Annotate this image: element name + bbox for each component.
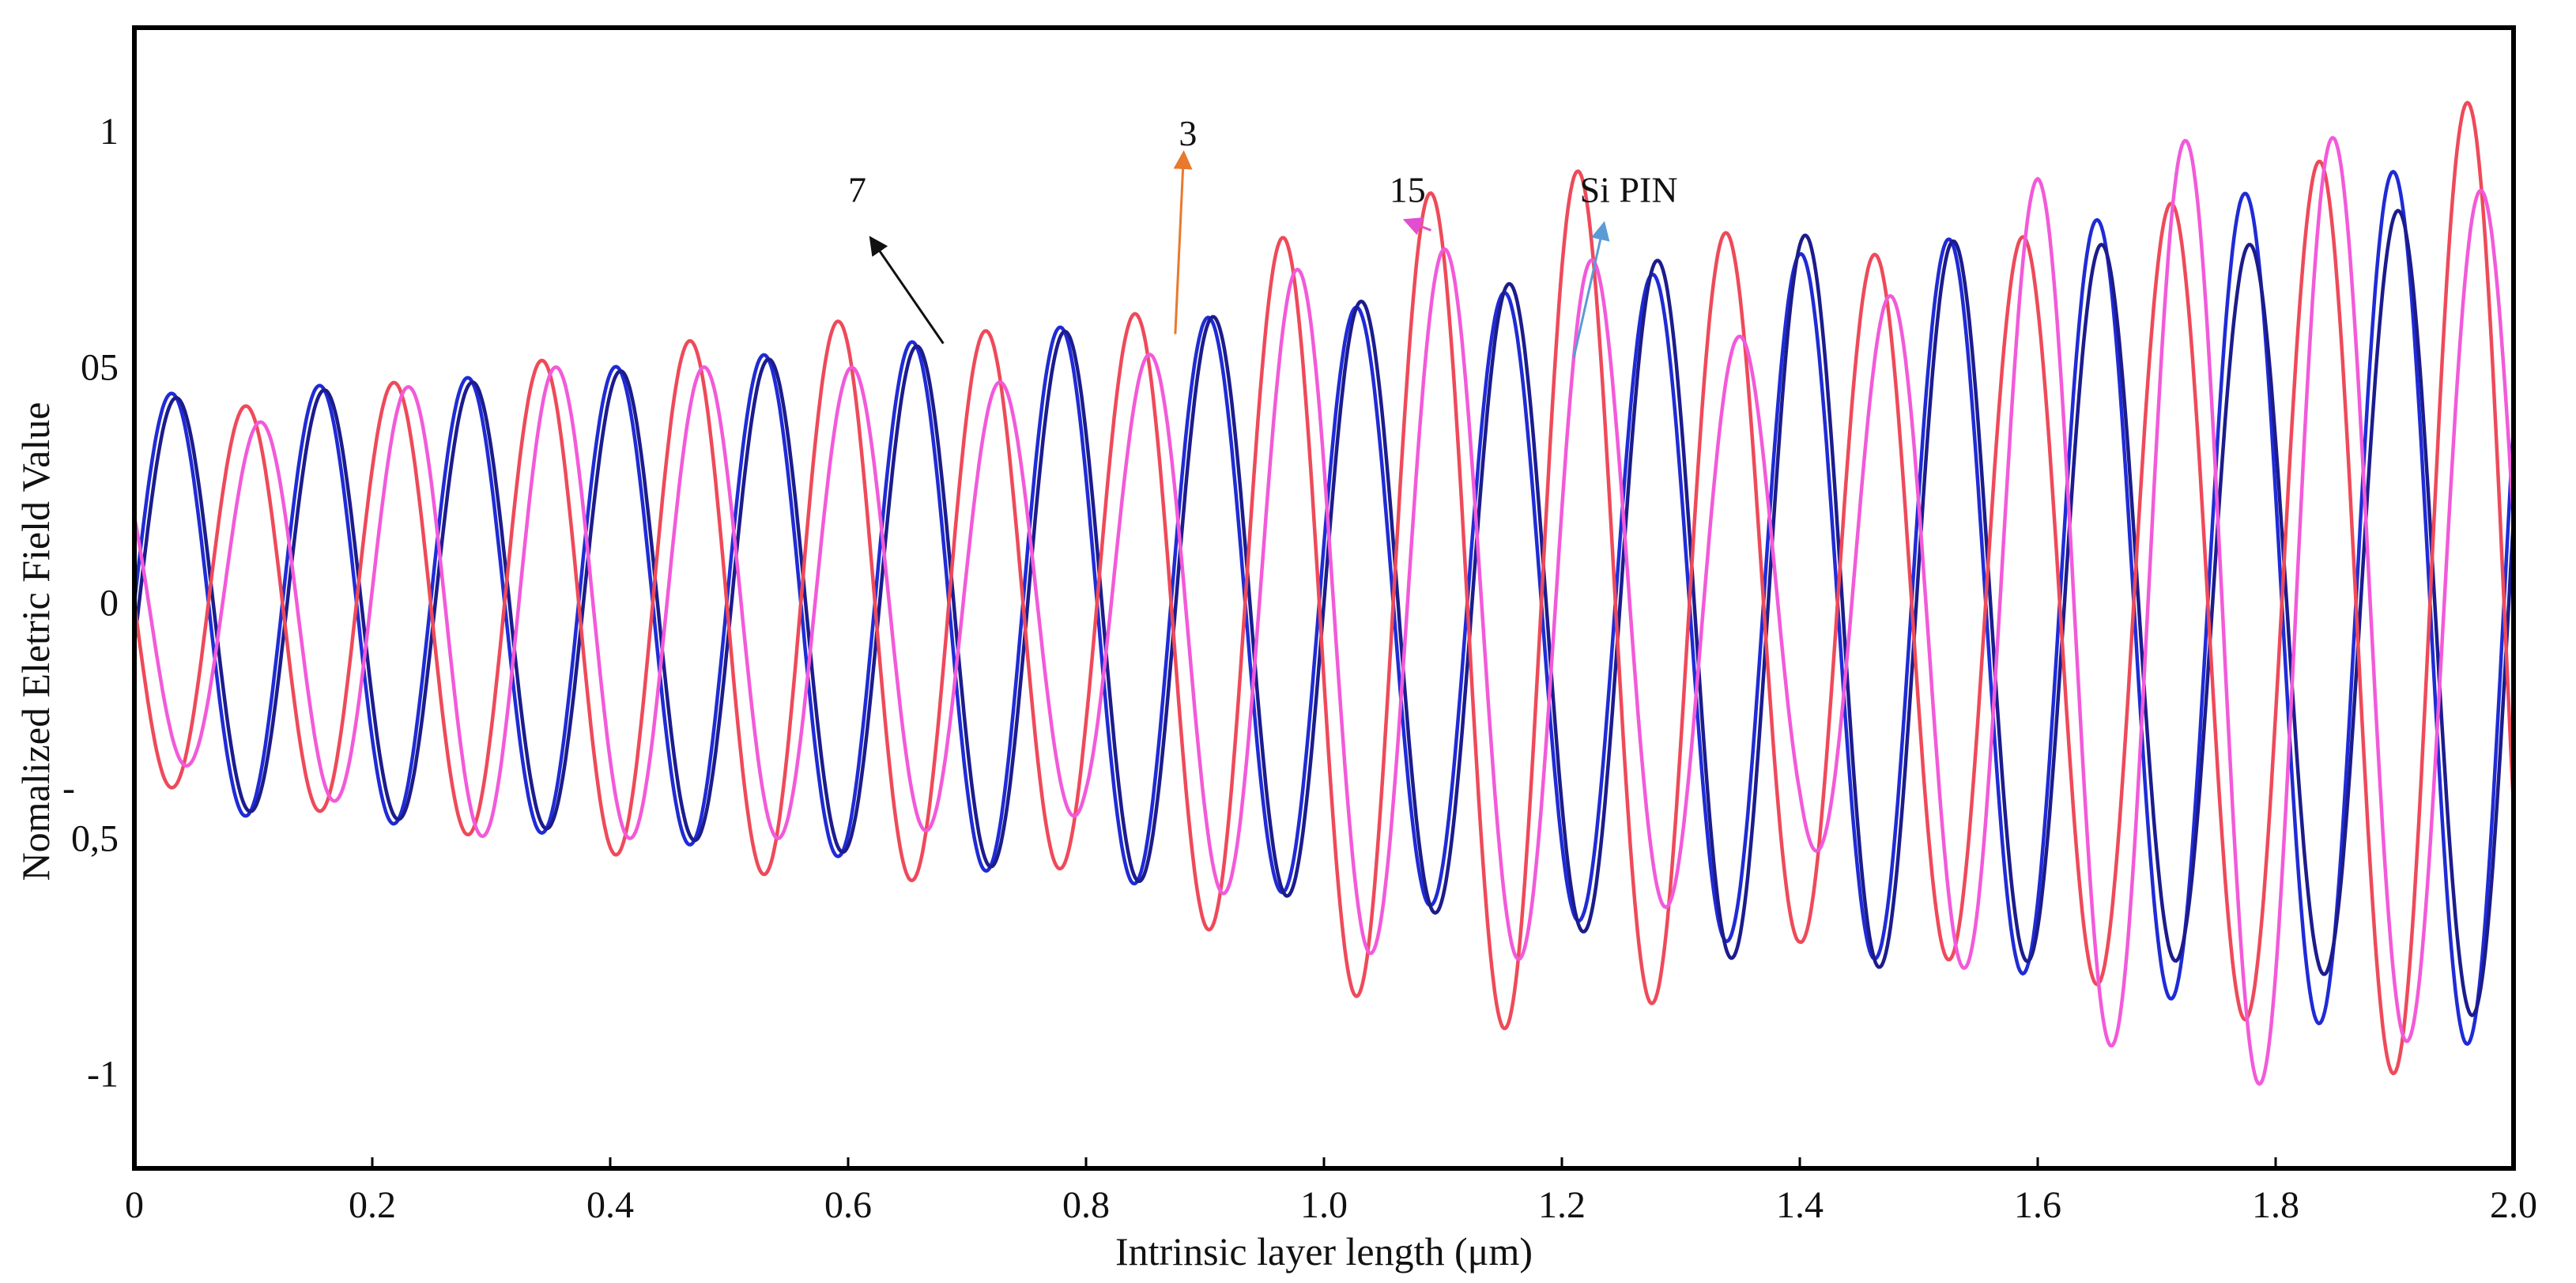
y-axis-title: Nomalized Eletric Field Value [13,402,58,881]
y-tick-label: 1 [100,111,119,153]
x-axis-title: Intrinsic layer length (μm) [1115,1229,1533,1274]
x-tick-label: 2.0 [2490,1184,2537,1226]
annotation-label: 15 [1390,170,1426,210]
series-line-3 [132,100,2516,1076]
x-tick-label: 0.8 [1062,1184,1110,1226]
series-line-4 [132,136,2516,1086]
x-tick-label: 1.6 [2014,1184,2061,1226]
y-tick-label: -0,5 [62,768,119,860]
annotation-arrow [1173,150,1193,334]
annotation-arrow [869,236,945,345]
x-tick-label: 0 [125,1184,144,1226]
annotation-label: 3 [1179,113,1197,153]
y-tick-label: 0 [100,582,119,624]
series-line-2 [132,209,2516,1017]
x-tick-label: 1.8 [2252,1184,2299,1226]
annotation-label: 7 [848,170,866,210]
x-tick-label: 1.2 [1538,1184,1586,1226]
x-tick-label: 0.2 [349,1184,396,1226]
x-tick-label: 0.6 [824,1184,872,1226]
x-tick-label: 0.4 [586,1184,634,1226]
axis-layer: 0 0.2 0.4 0.6 0.8 1.0 1.2 1.4 1.6 1.8 2.0 1 05 0 -0,5 -… [62,111,2537,1226]
annotation-layer: 7 3 15 Si PIN [848,113,1678,358]
x-tick-label: 1.0 [1300,1184,1348,1226]
series-layer [132,100,2516,1086]
x-tick-label: 1.4 [1776,1184,1824,1226]
annotation-arrow [1572,221,1610,358]
annotation-label: Si PIN [1580,170,1678,210]
annotation-arrow [1402,217,1432,236]
series-line-1 [132,169,2516,1046]
y-tick-label: -1 [87,1054,119,1096]
y-tick-label: 05 [81,346,119,388]
